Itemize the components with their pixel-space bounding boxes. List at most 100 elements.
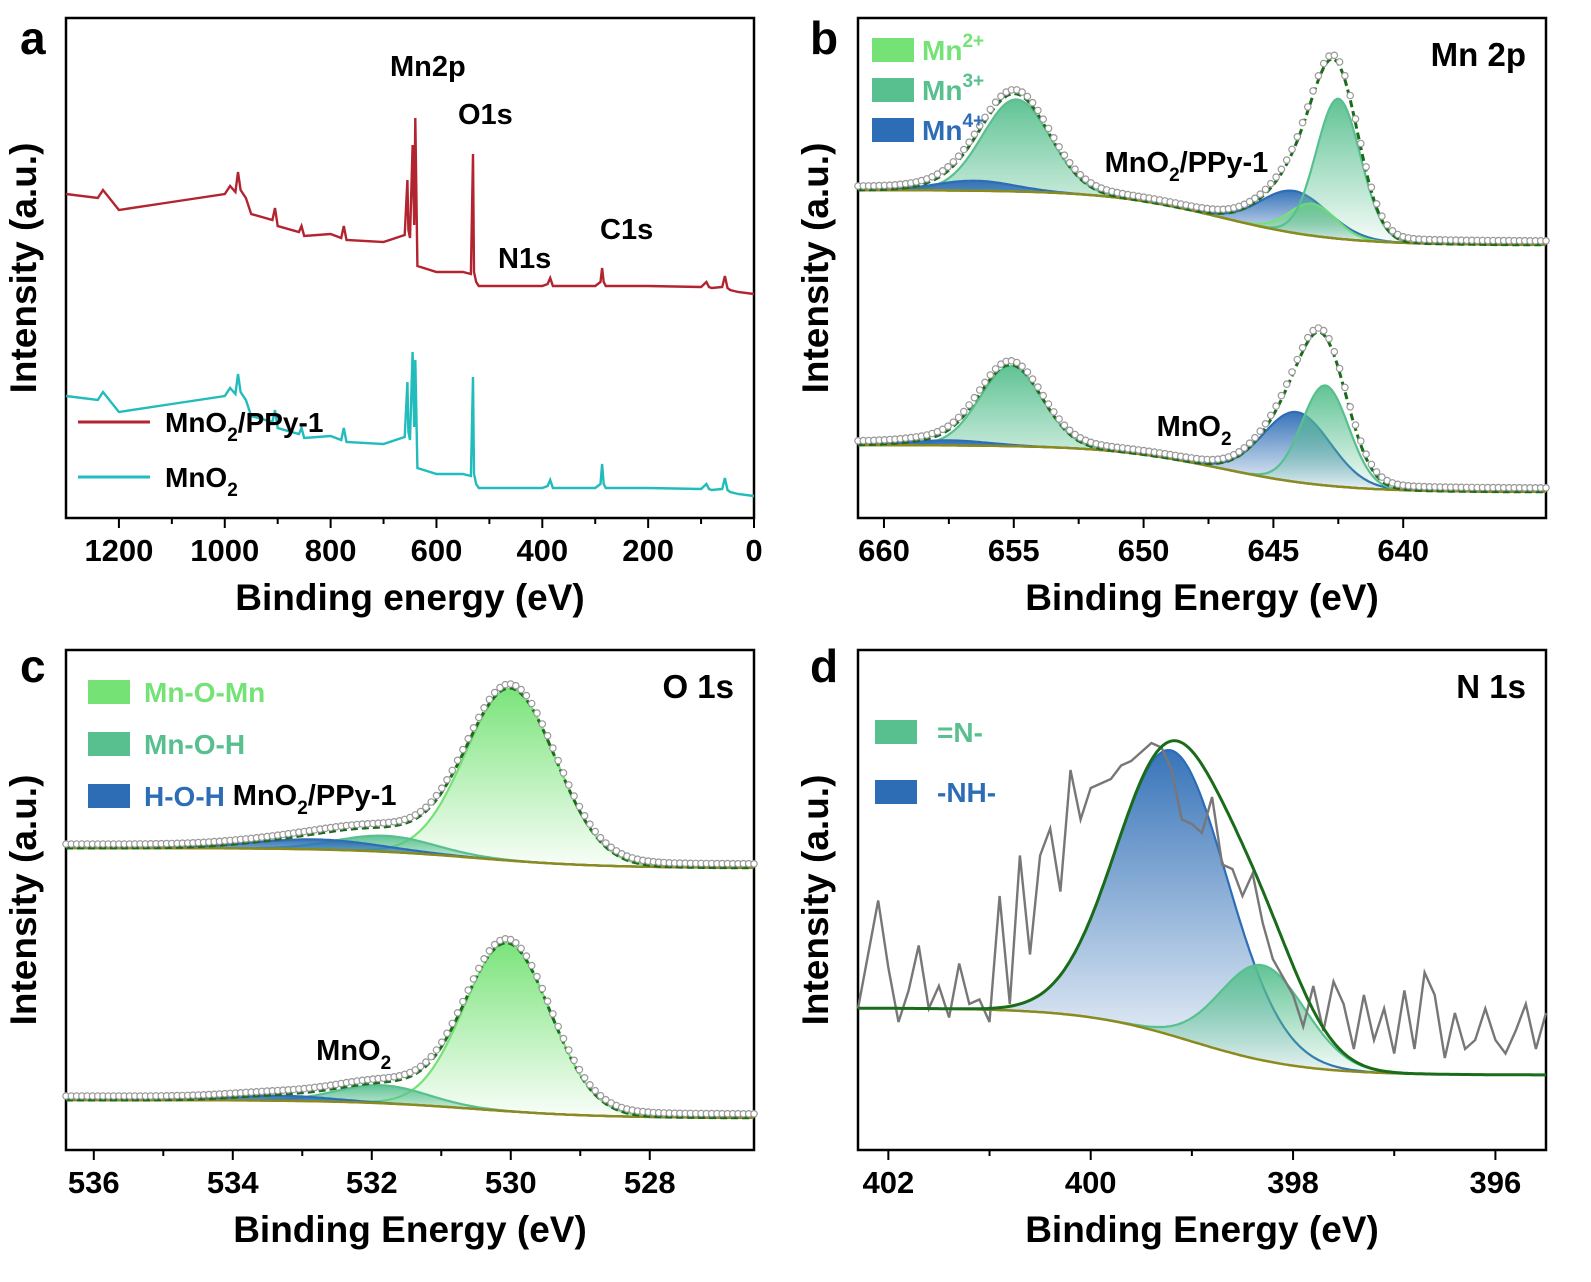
data-point xyxy=(1034,383,1042,391)
data-point xyxy=(427,798,436,806)
data-point xyxy=(564,781,573,789)
panel-label: b xyxy=(810,12,838,64)
data-point xyxy=(543,997,552,1006)
data-point xyxy=(480,954,488,963)
data-point xyxy=(427,1052,436,1061)
data-point xyxy=(1044,124,1053,133)
data-point xyxy=(1050,134,1058,142)
x-tick-label: 650 xyxy=(1118,533,1170,568)
peak-area xyxy=(858,190,1546,245)
data-point xyxy=(580,1074,589,1082)
data-point xyxy=(1293,355,1302,364)
panel-d-n1s-spectrum: 402 400 398 396 Binding Energy (eV) Intensity… xyxy=(795,640,1548,1250)
data-point xyxy=(586,1081,594,1089)
spectrum-label: MnO2 xyxy=(1157,411,1232,450)
legend-label-main: MnO xyxy=(165,407,227,438)
data-point xyxy=(485,695,494,704)
x-tick-label: 0 xyxy=(745,533,762,568)
data-point xyxy=(986,371,995,379)
data-point xyxy=(411,1066,420,1074)
data-point xyxy=(1256,190,1265,199)
peak-area xyxy=(858,964,1546,1075)
data-point xyxy=(1298,343,1307,352)
x-tick-label: 532 xyxy=(346,1165,398,1200)
data-point xyxy=(432,1046,441,1054)
data-point xyxy=(975,386,984,394)
data-point xyxy=(1341,71,1349,80)
legend-label-superscript: 3+ xyxy=(962,71,984,92)
data-point xyxy=(1251,433,1259,442)
data-point xyxy=(1018,362,1026,371)
legend-label: Mn-O-Mn xyxy=(144,677,265,708)
legend-label: =N- xyxy=(937,717,983,748)
data-point xyxy=(1542,483,1550,492)
x-tick-label: 645 xyxy=(1248,533,1300,568)
data-point xyxy=(443,1029,451,1038)
data-point xyxy=(1060,151,1069,160)
data-point xyxy=(1044,400,1053,408)
data-point xyxy=(554,756,563,765)
data-point xyxy=(949,158,958,166)
data-point xyxy=(1039,115,1048,124)
data-point xyxy=(1367,183,1376,192)
data-point xyxy=(1251,194,1259,203)
data-point xyxy=(538,984,547,993)
spectrum-label-subscript: 2 xyxy=(1169,165,1180,186)
data-point xyxy=(1314,72,1323,80)
data-point xyxy=(1357,437,1365,445)
x-tick-label: 655 xyxy=(988,533,1040,568)
peak-curve xyxy=(858,189,1546,246)
data-point xyxy=(1023,92,1032,101)
data-point xyxy=(607,843,615,852)
legend-label-main: Mn xyxy=(922,75,962,106)
spectrum-1: MnO2 xyxy=(854,324,1550,494)
peak-curve xyxy=(857,439,1546,493)
data-point xyxy=(596,833,605,842)
legend-label-main: Mn-O-Mn xyxy=(144,677,265,708)
legend-label: MnO2 xyxy=(165,462,238,501)
legend-swatch xyxy=(88,680,130,704)
data-point xyxy=(411,811,420,819)
data-point xyxy=(991,365,1000,373)
data-point xyxy=(944,163,952,171)
y-axis-label: Intensity (a.u.) xyxy=(795,143,836,394)
panel-title: N 1s xyxy=(1456,668,1526,705)
peak-annotation: C1s xyxy=(600,214,653,246)
data-point xyxy=(527,961,536,970)
peak-area xyxy=(66,839,754,868)
legend-label-subscript: 2 xyxy=(227,480,238,501)
data-point xyxy=(1277,391,1286,400)
plot-frame xyxy=(856,648,1548,1152)
data-point xyxy=(480,703,488,712)
spectrum-0: MnO2/PPy-1 xyxy=(854,51,1550,247)
data-point xyxy=(1065,426,1074,435)
data-point xyxy=(1304,333,1312,342)
panel-title: O 1s xyxy=(662,668,734,705)
peak-annotation: O1s xyxy=(458,99,513,131)
legend-label-main: Mn xyxy=(922,35,962,66)
panel-a-survey-spectrum: 1200 1000 800 600 400 200 0 Binding energy (eV)… xyxy=(3,12,763,618)
data-point xyxy=(459,997,467,1006)
legend-label-main: H-O-H xyxy=(144,781,225,812)
raw-data-line xyxy=(856,741,1548,1059)
data-point xyxy=(1071,165,1079,174)
data-point xyxy=(1542,237,1550,245)
data-point xyxy=(533,709,541,717)
data-point xyxy=(1330,51,1339,60)
data-point xyxy=(522,691,531,700)
peak-area xyxy=(858,180,1546,245)
plot-frame xyxy=(64,648,756,1152)
data-point xyxy=(464,986,473,994)
x-tick-label: 800 xyxy=(305,533,357,568)
data-point xyxy=(511,938,520,947)
data-point xyxy=(416,1062,425,1071)
data-point xyxy=(1050,408,1058,416)
data-point xyxy=(432,791,441,800)
data-point xyxy=(543,731,552,740)
legend-label: MnO2/PPy-1 xyxy=(165,407,323,446)
x-tick-label: 400 xyxy=(1065,1165,1117,1200)
data-point xyxy=(1325,334,1333,343)
experimental-points xyxy=(854,51,1550,245)
spectrum-0 xyxy=(856,739,1548,1077)
data-point xyxy=(575,802,584,811)
